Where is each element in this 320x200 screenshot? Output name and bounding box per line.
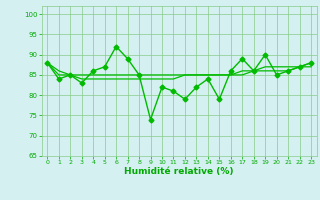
X-axis label: Humidité relative (%): Humidité relative (%) <box>124 167 234 176</box>
